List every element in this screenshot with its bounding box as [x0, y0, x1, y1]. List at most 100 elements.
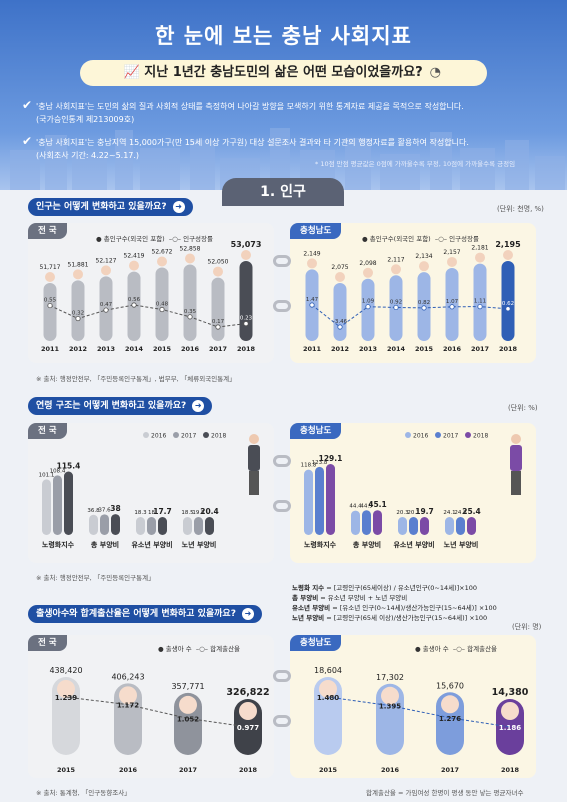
birth-bar: [114, 683, 142, 755]
person-head: [475, 252, 485, 263]
age-bar: [136, 517, 145, 535]
age-bar: [409, 517, 418, 535]
pop-bar: [501, 261, 515, 341]
growth-label: 0.48: [156, 302, 169, 308]
growth-point: [477, 304, 483, 310]
birth-bar: [376, 683, 404, 755]
growth-point: [449, 304, 455, 310]
birth-label: 406,243: [111, 672, 144, 681]
panel-header: 충청남도: [290, 423, 342, 439]
growth-label: 1.07: [446, 299, 459, 305]
age-value: 18.3: [134, 510, 147, 516]
chart-birth-nation: 438,420 2015 406,243 2016 357,771 2017 326,822…: [49, 666, 269, 774]
growth-point: [421, 305, 427, 311]
tfr-label: 1.276: [439, 715, 461, 723]
legend: ● 총인구수(외국인 포함) –○– 인구성장률: [362, 235, 479, 243]
age-value: 44.9: [360, 503, 373, 509]
panel-birth-chungnam: 충청남도 ● 출생아 수 –○– 합계출산율 18,604 2015 17,302 2…: [290, 635, 536, 778]
age-bar: [158, 517, 167, 535]
year-label: 2016: [119, 766, 138, 774]
tfr-line: [327, 696, 511, 728]
person-head: [213, 266, 223, 277]
legend-births: 출생아 수: [422, 645, 449, 653]
binder-ring: [273, 500, 291, 512]
age-bar: [53, 475, 62, 535]
age-bar: [89, 514, 98, 535]
year-label: 2013: [359, 345, 377, 353]
tfr-label: 1.052: [177, 715, 199, 723]
person-head: [335, 272, 345, 282]
age-bar: [373, 510, 382, 535]
birth-bar: [314, 677, 342, 755]
baby-face: [239, 702, 257, 720]
growth-point: [131, 302, 137, 308]
pop-label: 53,073: [231, 240, 262, 249]
growth-label: 0.55: [44, 298, 57, 304]
legend-pop: 총인구수(외국인 포함): [369, 235, 431, 243]
panel-header: 전 국: [28, 423, 67, 439]
bullet-1-sub: (국가승인통계 제213009호): [36, 115, 135, 124]
year-label: 2018: [501, 766, 520, 774]
panel-pop-nation: 전 국 ● 총인구수(외국인 포함) –○– 인구성장률 51,717 2011 5…: [28, 223, 274, 363]
year-label: 2011: [41, 345, 60, 353]
age-bar: [194, 517, 203, 535]
elderly-figure-body: [248, 445, 260, 471]
year-label: 2011: [303, 345, 322, 353]
def-term: 유소년 부양비: [292, 604, 331, 612]
legend: ● 출생아 수 –○– 합계출산율: [158, 645, 241, 653]
question-text: 인구는 어떻게 변화하고 있을까요?: [36, 202, 167, 212]
person-head: [101, 265, 111, 276]
growth-point: [505, 306, 511, 312]
pop-bar: [43, 283, 57, 341]
pie-icon: ◔: [429, 65, 441, 80]
year-label: 2016: [443, 345, 462, 353]
baby-face: [319, 680, 337, 698]
legend-label: 2018: [211, 433, 226, 440]
age-bar: [445, 517, 454, 535]
check-icon: ✔: [22, 98, 33, 112]
elderly-figure-head: [511, 434, 521, 444]
growth-point: [187, 314, 193, 320]
birth-label: 17,302: [376, 673, 404, 682]
question-population: 인구는 어떻게 변화하고 있을까요? ➜: [28, 198, 193, 216]
pop-label: 52,127: [96, 257, 117, 264]
pop-label: 2,098: [359, 260, 376, 267]
age-bar: [351, 510, 360, 535]
pop-bar: [473, 263, 487, 341]
tfr-line: [65, 696, 249, 728]
panel-header: 전 국: [28, 223, 67, 239]
source-note: ※ 출처: 행정안전부, 「주민등록인구통계」: [36, 574, 155, 582]
growth-label: 0.23: [240, 316, 253, 322]
growth-line: [49, 304, 247, 328]
legend: ● 총인구수(외국인 포함) –○– 인구성장률: [96, 235, 213, 243]
unit-label: (단위: %): [508, 404, 538, 412]
elderly-figure-legs: [511, 471, 521, 495]
category-label: 유소년 부양비: [393, 540, 434, 549]
growth-label: 1.47: [306, 297, 319, 303]
def-term: 노년 부양비: [292, 614, 325, 622]
legend-dot: [143, 432, 149, 438]
age-value: 24.1: [443, 510, 455, 516]
bullet-2: ✔ '충남 사회지표'는 충남지역 15,000가구(만 15세 이상 가구원)…: [22, 135, 536, 162]
growth-label: 0.32: [72, 311, 84, 317]
birth-label: 15,670: [436, 681, 464, 690]
scale-note: * 10점 만점 평균값은 0점에 가까울수록 부정, 10점에 가까울수록 긍…: [315, 160, 516, 168]
person-head: [157, 256, 167, 267]
year-label: 2015: [415, 345, 434, 353]
def-formula: = [고령인구(65세이상) / 유소년인구(0~14세)]×100: [326, 584, 478, 592]
age-bar: [64, 471, 73, 535]
bullet-1: ✔ '충남 사회지표'는 도민의 삶의 질과 사회적 상태를 측정하여 나아갈 …: [22, 99, 536, 126]
person-head: [447, 256, 457, 267]
legend-dot: [405, 432, 411, 438]
pop-label: 2,157: [443, 249, 460, 256]
tfr-label: 1.239: [55, 694, 77, 702]
baby-face: [501, 702, 519, 720]
unit-label: (단위: 천명, %): [497, 205, 544, 213]
growth-point: [365, 304, 371, 310]
year-label: 2016: [181, 345, 200, 353]
category-label: 총 부양비: [91, 540, 119, 549]
person-head: [129, 260, 139, 271]
def-term: 노령화 지수: [292, 584, 325, 592]
pop-bar: [361, 278, 375, 341]
binder-ring: [273, 455, 291, 467]
